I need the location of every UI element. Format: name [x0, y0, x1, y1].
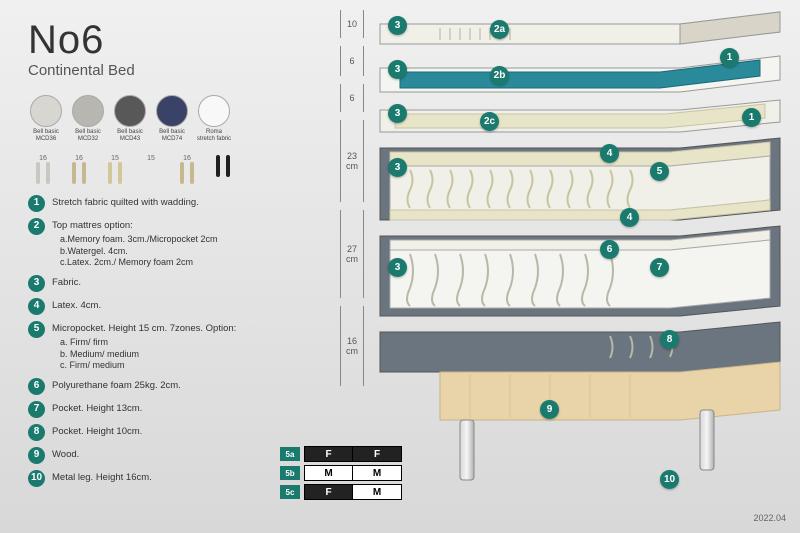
callout-badge: 1: [742, 108, 761, 127]
legend-item: 7 Pocket. Height 13cm.: [28, 401, 288, 418]
leg-option: [208, 155, 238, 186]
fabric-swatch: Bell basicMCD32: [70, 95, 106, 142]
callout-badge: 2c: [480, 112, 499, 131]
callout-badge: 10: [660, 470, 679, 489]
legend-badge: 7: [28, 401, 45, 418]
leg-option: 16: [172, 155, 202, 186]
legend-item: 2 Top mattres option:a.Memory foam. 3cm.…: [28, 218, 288, 269]
legend-badge: 10: [28, 470, 45, 487]
callout-badge: 3: [388, 104, 407, 123]
callout-badge: 1: [720, 48, 739, 67]
callout-badge: 4: [620, 208, 639, 227]
legend-badge: 3: [28, 275, 45, 292]
legend-item: 6 Polyurethane foam 25kg. 2cm.: [28, 378, 288, 395]
legend-item: 4 Latex. 4cm.: [28, 298, 288, 315]
legend-item: 1 Stretch fabric quilted with wadding.: [28, 195, 288, 212]
fabric-swatch: Romastretch fabric: [196, 95, 232, 142]
legend-item: 3 Fabric.: [28, 275, 288, 292]
legend-item: 9 Wood.: [28, 447, 288, 464]
legend-badge: 1: [28, 195, 45, 212]
legend-badge: 9: [28, 447, 45, 464]
callout-badge: 8: [660, 330, 679, 349]
callout-badge: 3: [388, 158, 407, 177]
leg-option: 16: [28, 155, 58, 186]
callout-badge: 3: [388, 16, 407, 35]
callout-badge: 2b: [490, 66, 509, 85]
fabric-swatches: Bell basicMCD36 Bell basicMCD32 Bell bas…: [28, 95, 232, 142]
callout-badge: 6: [600, 240, 619, 259]
callout-badge: 9: [540, 400, 559, 419]
leg-options: 16 16 15 15 16: [28, 155, 238, 186]
legend-badge: 8: [28, 424, 45, 441]
product-subtitle: Continental Bed: [28, 62, 135, 79]
layers-svg: [340, 0, 800, 533]
callout-badge: 7: [650, 258, 669, 277]
fabric-swatch: Bell basicMCD36: [28, 95, 64, 142]
callout-badge: 3: [388, 258, 407, 277]
leg-option: 16: [64, 155, 94, 186]
callout-badge: 3: [388, 60, 407, 79]
leg-option: 15: [136, 155, 166, 186]
legend-badge: 6: [28, 378, 45, 395]
legend-item: 8 Pocket. Height 10cm.: [28, 424, 288, 441]
fabric-swatch: Bell basicMCD43: [112, 95, 148, 142]
legend-badge: 2: [28, 218, 45, 235]
callout-badge: 4: [600, 144, 619, 163]
bed-diagram: 106623 cm27 cm16 cm: [340, 0, 800, 533]
callout-badge: 5: [650, 162, 669, 181]
callout-badge: 2a: [490, 20, 509, 39]
legend-badge: 5: [28, 321, 45, 338]
leg-option: 15: [100, 155, 130, 186]
legend-list: 1 Stretch fabric quilted with wadding. 2 …: [28, 195, 288, 493]
legend-item: 10 Metal leg. Height 16cm.: [28, 470, 288, 487]
legend-item: 5 Micropocket. Height 15 cm. 7zones. Opt…: [28, 321, 288, 372]
product-title: No6: [28, 18, 104, 63]
fabric-swatch: Bell basicMCD74: [154, 95, 190, 142]
date-label: 2022.04: [753, 513, 786, 523]
legend-badge: 4: [28, 298, 45, 315]
